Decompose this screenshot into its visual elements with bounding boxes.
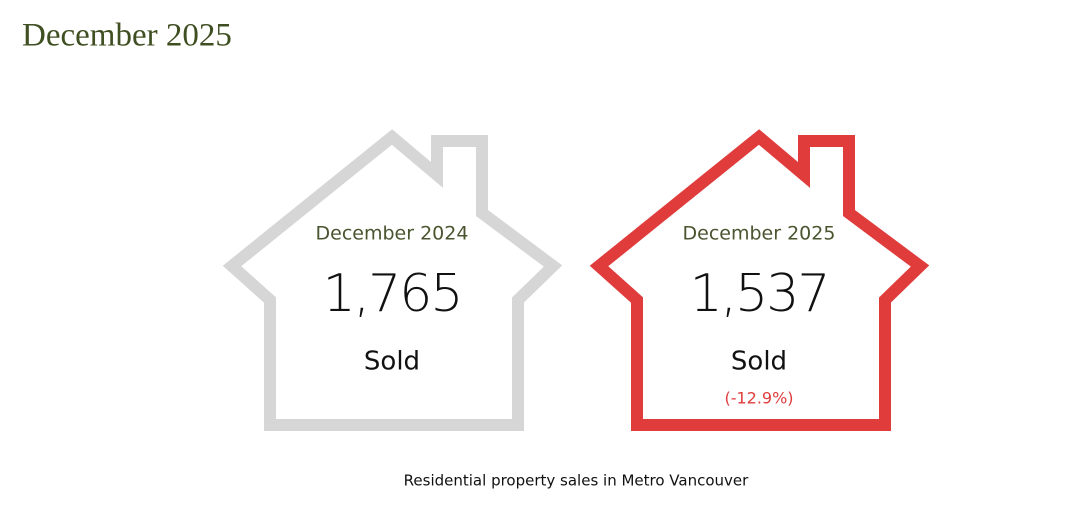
card-period: December 2025: [683, 223, 836, 245]
card-period: December 2024: [316, 223, 469, 245]
card-2025: December 2025 1,537 Sold (-12.9%): [589, 129, 930, 431]
card-value: 1,537: [690, 264, 829, 324]
house-outline: [222, 129, 563, 431]
card-label: Sold: [364, 347, 420, 377]
card-label: Sold: [731, 347, 787, 377]
card-value: 1,765: [323, 264, 462, 324]
page-title: December 2025: [22, 18, 232, 54]
card-change: (-12.9%): [724, 389, 793, 408]
caption: Residential property sales in Metro Vanc…: [404, 472, 749, 490]
card-2024: December 2024 1,765 Sold: [222, 129, 563, 431]
house-outline: [589, 129, 930, 431]
